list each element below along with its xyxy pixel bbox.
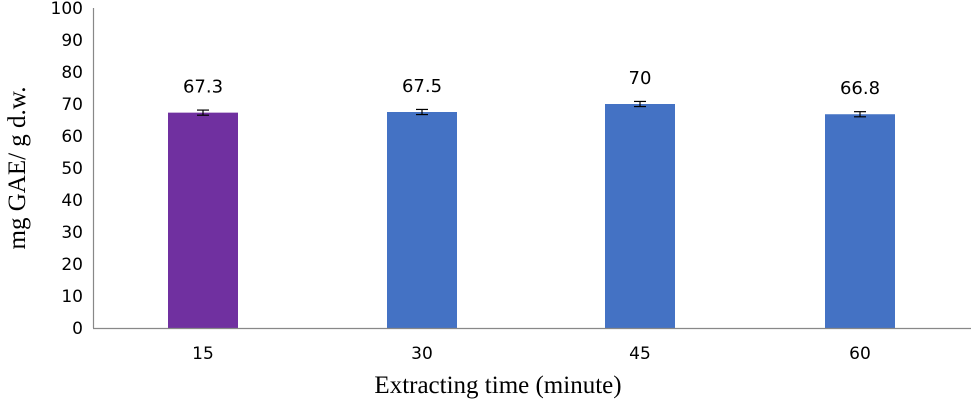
x-tick-label: 60 — [849, 344, 871, 364]
y-tick-label: 30 — [61, 223, 83, 243]
x-tick-label: 45 — [629, 344, 651, 364]
x-tick-label: 15 — [192, 344, 214, 364]
x-tick-label: 30 — [411, 344, 433, 364]
y-tick-label: 50 — [61, 159, 83, 179]
bar-30 — [387, 112, 457, 328]
bars: 67.3 67.5 70 66.8 — [168, 68, 895, 329]
y-tick-label: 70 — [61, 95, 83, 115]
data-label: 67.5 — [402, 76, 442, 97]
y-axis-ticks: 0 10 20 30 40 50 60 70 80 90 100 — [51, 0, 83, 339]
y-tick-label: 90 — [61, 31, 83, 51]
y-axis-title: mg GAE/ g d.w. — [4, 87, 31, 250]
y-tick-label: 100 — [51, 0, 83, 19]
data-label: 70 — [629, 68, 652, 89]
x-axis-title: Extracting time (minute) — [374, 372, 621, 399]
data-label: 67.3 — [183, 77, 223, 98]
y-tick-label: 80 — [61, 63, 83, 83]
data-label: 66.8 — [840, 78, 880, 99]
x-axis-ticks: 15 30 45 60 — [192, 344, 871, 364]
y-tick-label: 60 — [61, 127, 83, 147]
y-tick-label: 10 — [61, 287, 83, 307]
bar-15 — [168, 112, 238, 328]
bar-60 — [825, 114, 895, 329]
y-tick-label: 0 — [72, 319, 83, 339]
bar-45 — [605, 104, 675, 328]
y-tick-label: 40 — [61, 191, 83, 211]
y-tick-label: 20 — [61, 255, 83, 275]
